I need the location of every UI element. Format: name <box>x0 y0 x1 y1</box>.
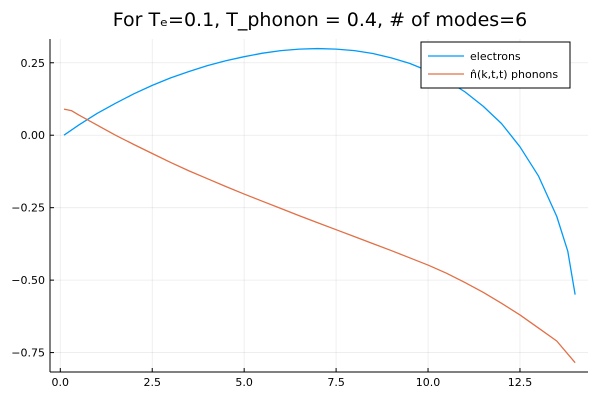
x-tick-label: 7.5 <box>327 376 345 389</box>
x-tick-label: 12.5 <box>508 376 533 389</box>
series-lines <box>63 47 576 364</box>
legend: electrons n̂(k,t,t) phonons <box>420 41 571 89</box>
y-tick-label: −0.75 <box>11 347 45 360</box>
series-line-electrons <box>63 47 576 295</box>
y-tick-label: −0.25 <box>11 202 45 215</box>
chart-title: For Tₑ=0.1, T_phonon = 0.4, # of modes=6 <box>113 9 527 31</box>
axes: 0.0 2.5 5.0 7.5 10.0 12.5 0.25 0.00 −0.25 −0.50 −0… <box>11 39 588 389</box>
grid-lines <box>50 39 588 372</box>
y-tick-label: −0.50 <box>11 274 45 287</box>
x-tick-label: 10.0 <box>416 376 441 389</box>
legend-label: electrons <box>470 50 521 63</box>
legend-box <box>420 41 571 89</box>
x-tick-label: 5.0 <box>235 376 253 389</box>
x-tick-label: 0.0 <box>52 376 70 389</box>
x-tick-label: 2.5 <box>143 376 161 389</box>
legend-label: n̂(k,t,t) phonons <box>470 68 558 81</box>
y-tick-label: 0.00 <box>21 129 46 142</box>
y-tick-label: 0.25 <box>21 57 46 70</box>
series-line-phonons <box>63 108 576 364</box>
